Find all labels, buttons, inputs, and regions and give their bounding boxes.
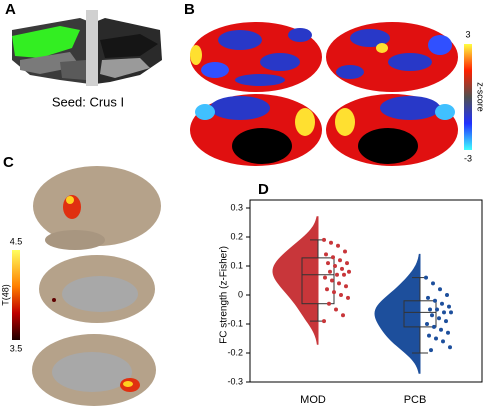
data-point xyxy=(342,272,346,277)
data-point xyxy=(331,255,335,260)
data-point xyxy=(429,348,433,353)
data-point xyxy=(430,313,434,318)
colorbar-title: T(48) xyxy=(0,284,10,306)
box xyxy=(301,257,335,305)
data-point xyxy=(439,327,443,332)
cerebellum-map xyxy=(10,10,165,86)
data-point xyxy=(446,330,450,335)
data-point xyxy=(334,307,338,312)
data-point xyxy=(341,313,345,318)
data-point xyxy=(338,258,342,263)
colorbar-tick: -3 xyxy=(464,153,472,163)
data-point xyxy=(335,272,339,277)
colorbar-title: z-score xyxy=(476,82,486,112)
seed-caption: Seed: Crus I xyxy=(52,94,124,109)
data-point xyxy=(425,322,429,326)
data-point xyxy=(346,295,350,300)
data-point xyxy=(441,339,445,344)
data-point xyxy=(442,310,446,315)
data-point xyxy=(324,252,328,257)
panel-label: D xyxy=(258,181,269,198)
data-point xyxy=(433,298,437,303)
violin xyxy=(374,253,421,374)
brain-surfaces-c xyxy=(32,166,161,406)
data-point xyxy=(327,301,331,306)
data-point xyxy=(329,240,333,245)
data-point xyxy=(428,307,432,312)
y-tick-label: -0.3 xyxy=(227,376,243,386)
colorbar-tick: 4.5 xyxy=(10,236,23,246)
y-tick-label: -0.2 xyxy=(227,347,243,357)
data-point xyxy=(328,269,332,274)
data-point xyxy=(326,261,330,266)
data-point xyxy=(339,293,343,297)
data-point xyxy=(445,293,449,297)
data-point xyxy=(337,281,341,286)
data-point xyxy=(333,264,337,268)
data-point xyxy=(449,310,453,315)
data-point xyxy=(434,336,438,341)
data-point xyxy=(336,243,340,248)
data-point xyxy=(424,275,428,280)
data-point xyxy=(438,287,442,292)
data-point xyxy=(444,319,448,324)
data-point xyxy=(432,324,436,329)
data-point xyxy=(347,269,351,274)
data-point xyxy=(427,333,431,338)
y-axis-title: FC strength (z-Fisher) xyxy=(219,246,230,344)
data-point xyxy=(325,287,329,292)
data-point xyxy=(447,304,451,309)
panel-label: C xyxy=(3,154,14,171)
data-point xyxy=(435,307,439,312)
panel-label: B xyxy=(184,1,195,18)
data-point xyxy=(323,275,327,280)
data-point xyxy=(322,319,326,324)
violin-chart: -0.3 -0.2 -0.1 0 0.1 0.2 0.3 MOD PCB xyxy=(227,199,483,406)
data-point xyxy=(330,278,334,283)
data-point xyxy=(340,266,344,271)
y-tick-label: 0.2 xyxy=(230,231,243,241)
brain-surfaces-b xyxy=(190,22,458,166)
violin xyxy=(272,216,319,345)
data-point xyxy=(448,345,452,350)
colorbar-b xyxy=(464,44,472,150)
data-point xyxy=(343,249,347,254)
data-point xyxy=(345,261,349,266)
y-tick-label: 0.1 xyxy=(230,260,243,270)
y-tick-label: 0 xyxy=(238,289,243,299)
data-point xyxy=(437,316,441,321)
plot-frame xyxy=(249,199,483,383)
colorbar-c xyxy=(12,250,20,340)
box xyxy=(403,300,437,328)
y-tick-label: -0.1 xyxy=(227,318,243,328)
data-point xyxy=(322,237,326,242)
data-point xyxy=(426,295,430,300)
data-point xyxy=(332,290,336,295)
data-point xyxy=(344,284,348,289)
x-tick-label: PCB xyxy=(404,394,427,406)
colorbar-tick: 3 xyxy=(465,29,470,39)
data-point xyxy=(440,301,444,306)
colorbar-tick: 3.5 xyxy=(10,343,23,353)
data-point xyxy=(431,281,435,286)
y-tick-label: 0.3 xyxy=(230,202,243,212)
x-tick-label: MOD xyxy=(300,394,326,406)
panel-label: A xyxy=(5,1,16,18)
